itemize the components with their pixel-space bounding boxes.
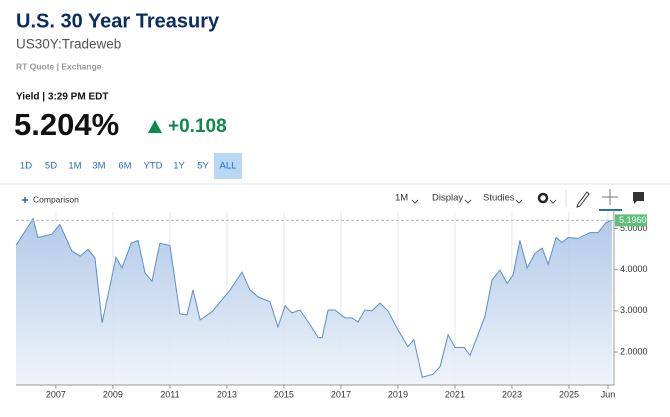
chart: 2007 2009 2011 2013 2015 2017 2019 2021 2023 2025…	[15, 210, 648, 399]
up-arrow	[148, 120, 162, 133]
change: +0.108	[168, 116, 227, 137]
gear-icon[interactable]	[537, 192, 549, 204]
interval[interactable]: 1M	[395, 193, 408, 204]
x-tick-label: 2021	[445, 389, 465, 399]
chevron	[515, 199, 523, 204]
x-tick-label: 2007	[46, 389, 66, 399]
range-buttons: 1D 5D 1M 3M 6M YTD 1Y 5Y ALL	[20, 161, 237, 172]
range-button[interactable]: 5Y	[197, 161, 209, 172]
y-tick-label: 3.0000	[620, 305, 648, 315]
y-tick-label: 5.0000	[620, 223, 648, 233]
x-tick-label: 2017	[331, 389, 351, 399]
range-button[interactable]: ALL	[220, 161, 237, 172]
area-fill	[16, 218, 613, 385]
yield-line	[15, 217, 613, 378]
range-button[interactable]: 6M	[118, 161, 131, 172]
display[interactable]: Display	[432, 193, 463, 204]
x-tick-label: 2019	[388, 389, 408, 399]
range-button[interactable]: 1D	[20, 161, 32, 172]
chevron	[549, 199, 557, 204]
chevron	[411, 199, 419, 204]
x-tick-label: 2009	[103, 389, 123, 399]
x-tick-label: Jun	[601, 389, 616, 399]
toolbar: Comparison 1M Display Studies	[22, 189, 644, 211]
pencil-icon[interactable]	[576, 191, 590, 208]
range-button[interactable]: 1M	[68, 161, 81, 172]
range-button[interactable]: 5D	[45, 161, 57, 172]
x-tick-label: 2011	[160, 389, 179, 399]
range-button[interactable]: 1Y	[173, 161, 185, 172]
range-active	[214, 153, 242, 179]
studies[interactable]: Studies	[483, 193, 515, 204]
yield: 5.204%	[14, 107, 119, 142]
last-value-label: 5.1960	[619, 215, 647, 225]
last-value-box	[615, 214, 647, 227]
comment-icon[interactable]	[633, 192, 644, 204]
x-tick-label: 2013	[217, 389, 237, 399]
range-button[interactable]: YTD	[144, 161, 163, 172]
x-tick-label: 2015	[274, 389, 294, 399]
title: U.S. 30 Year Treasury	[16, 10, 220, 32]
comparison[interactable]: Comparison	[33, 194, 79, 204]
chevron	[464, 199, 472, 204]
x-tick-label: 2023	[502, 389, 522, 399]
symbol: US30Y:Tradeweb	[16, 37, 121, 52]
y-tick-label: 2.0000	[620, 346, 648, 356]
y-tick-label: 4.0000	[620, 264, 648, 274]
quote-type: RT Quote | Exchange	[16, 61, 102, 71]
x-tick-label: 2025	[559, 389, 579, 399]
yield-time: Yield | 3:29 PM EDT	[16, 92, 108, 103]
range-button[interactable]: 3M	[92, 161, 105, 172]
